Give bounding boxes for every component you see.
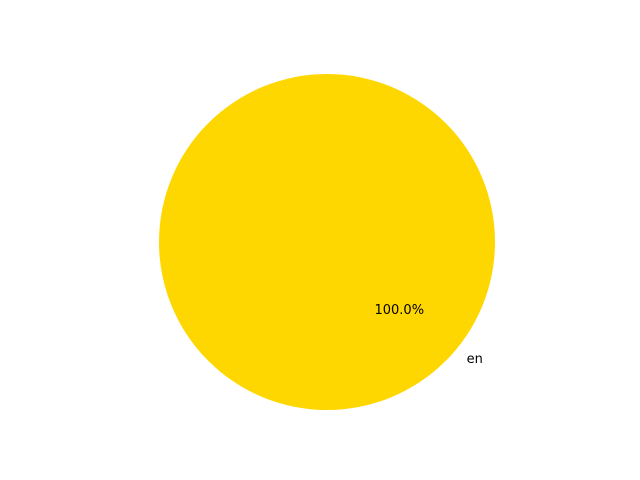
pie-slice-en [159,74,495,410]
pie-labels: 100.0% en [374,303,482,367]
pie-category-label: en [467,352,483,367]
pie-percent-label: 100.0% [374,303,424,318]
pie-slices [159,74,495,410]
